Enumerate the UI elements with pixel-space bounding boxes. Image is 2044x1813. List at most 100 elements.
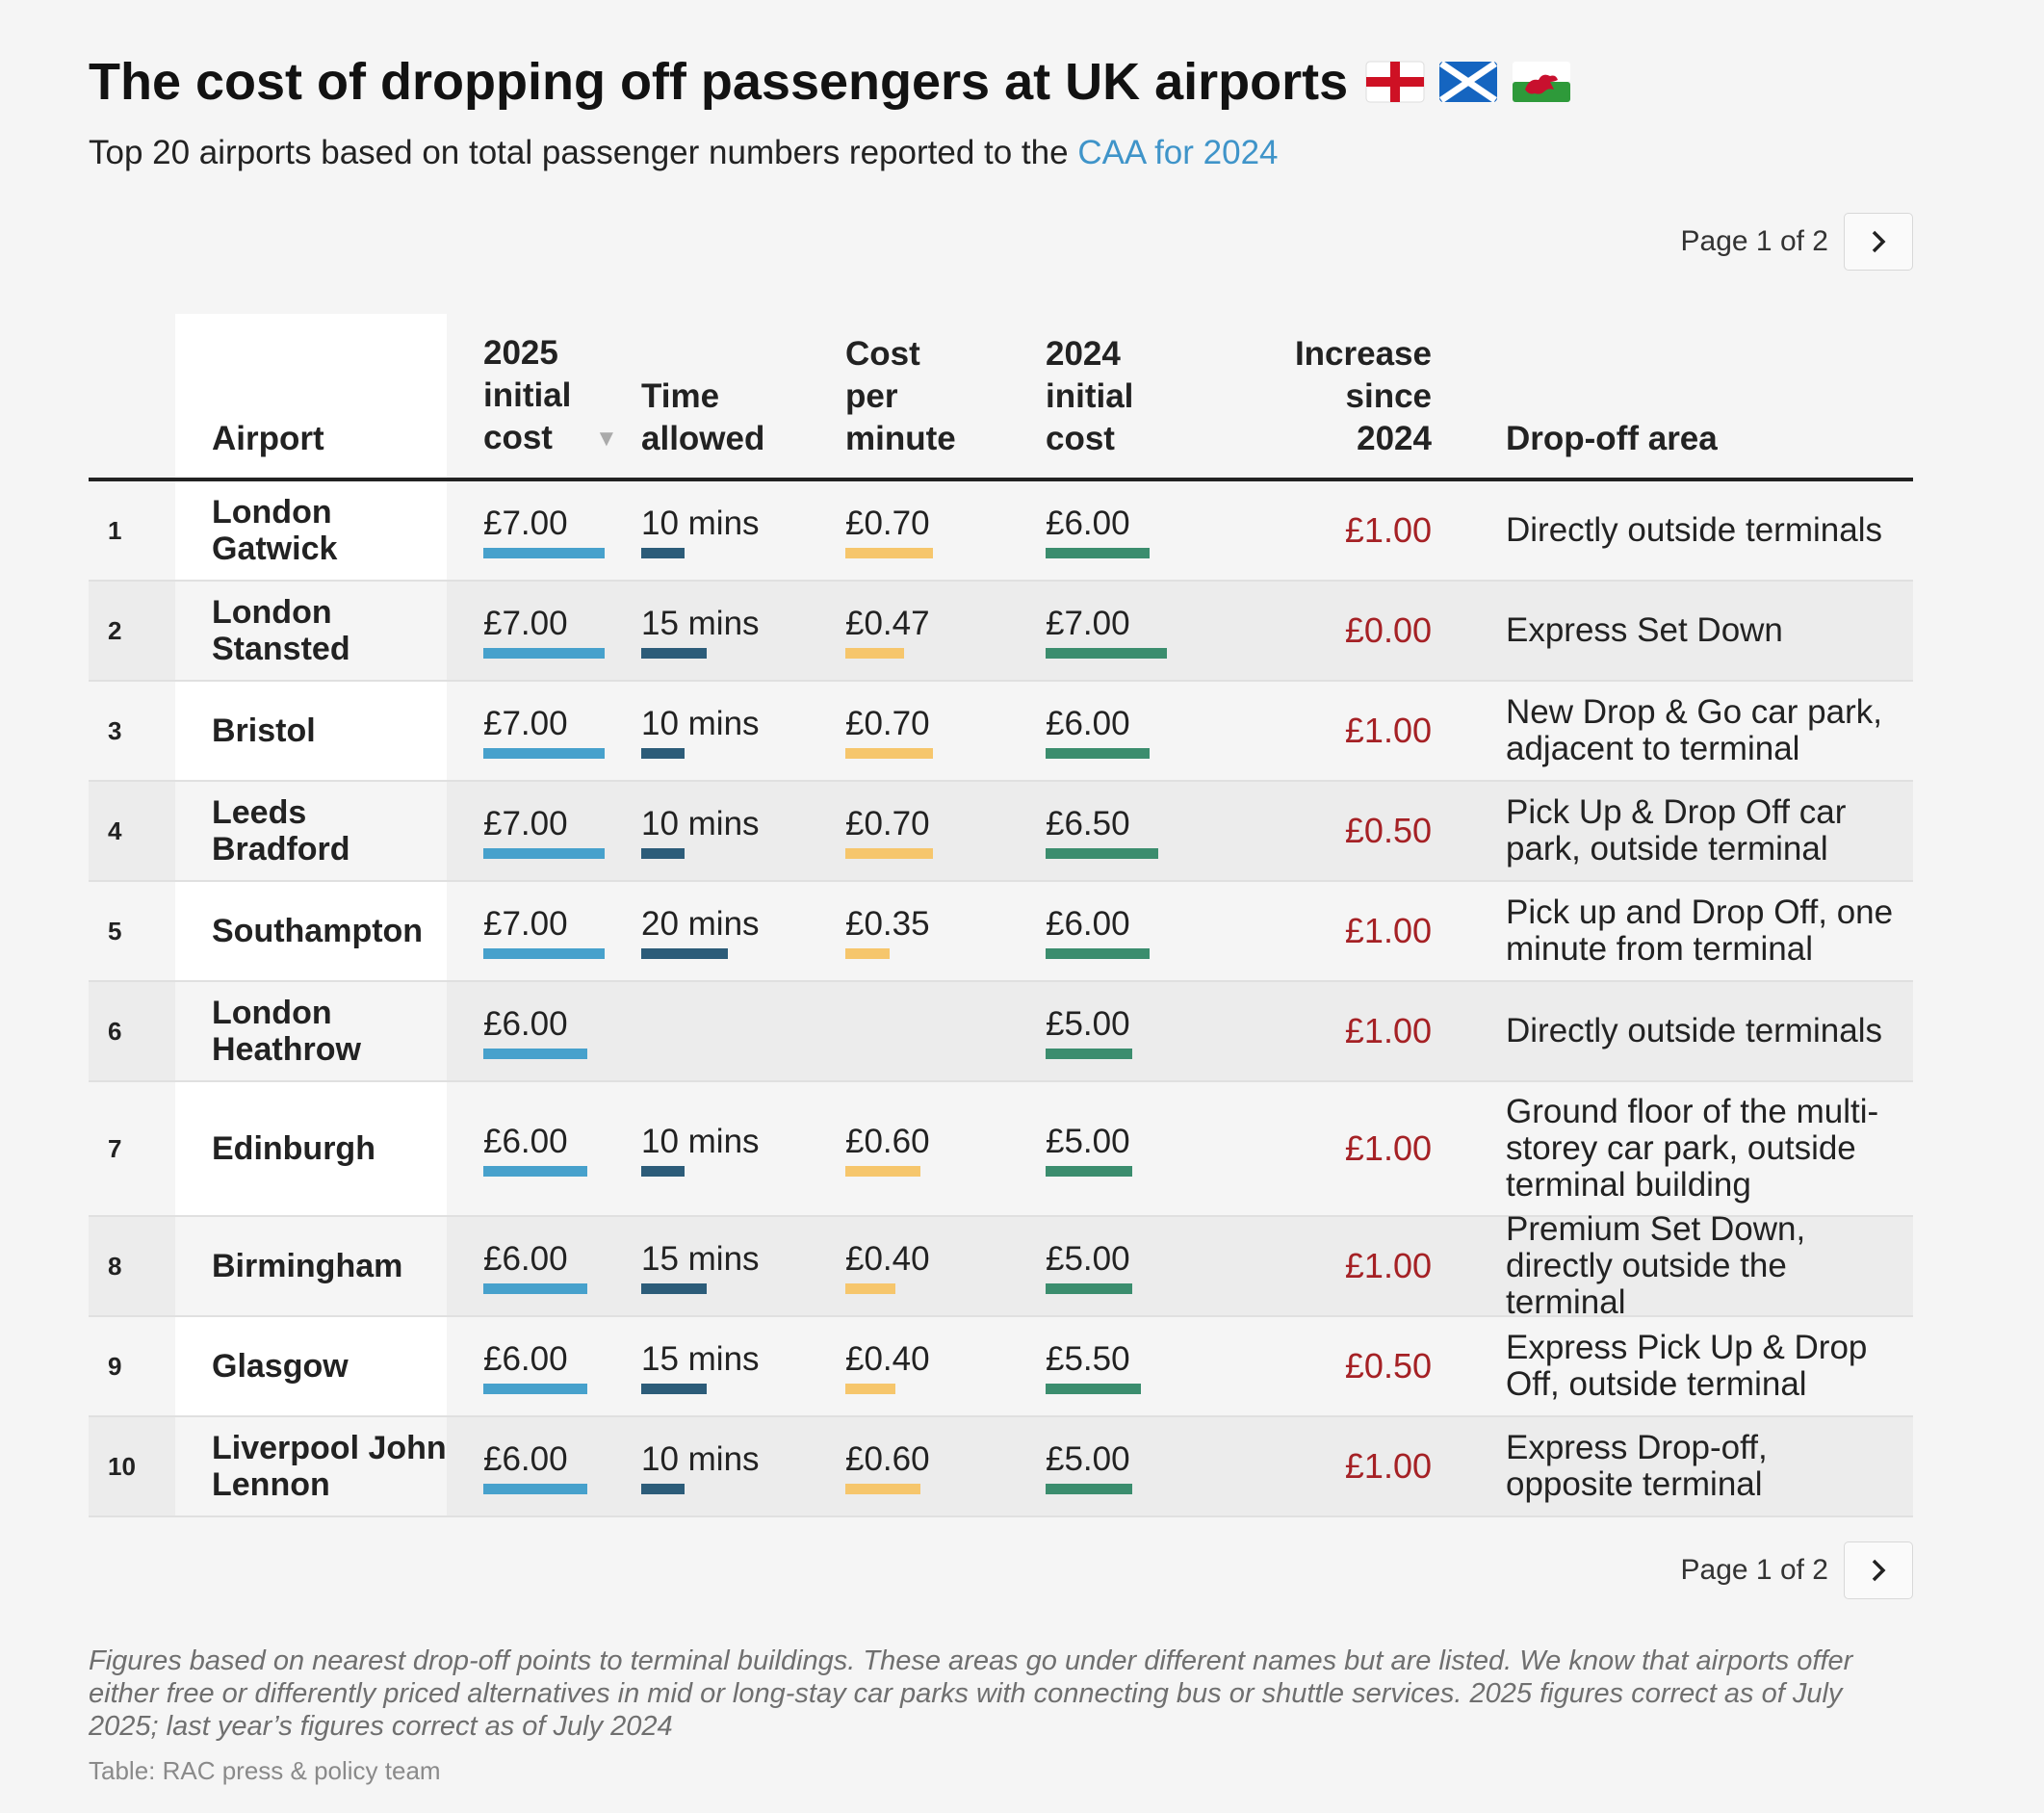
cost-2024-cell-value: £5.00 bbox=[1046, 1004, 1130, 1043]
increase-header-label: Increase since 2024 bbox=[1294, 335, 1432, 457]
flags-group bbox=[1365, 61, 1571, 103]
cost-2024-cell: £5.50 bbox=[1046, 1339, 1239, 1394]
time-allowed-cell: 15 mins bbox=[641, 604, 845, 659]
cost-2025-cell: £6.00 bbox=[447, 1004, 641, 1059]
cost-2024-cell: £5.00 bbox=[1046, 1239, 1239, 1294]
time-allowed-cell: 20 mins bbox=[641, 904, 845, 959]
cost-per-minute-cell: £0.70 bbox=[845, 704, 1046, 759]
dropoff-area-header-label: Drop-off area bbox=[1506, 420, 1718, 457]
cost-2025-bar bbox=[483, 1483, 587, 1494]
page-title: The cost of dropping off passengers at U… bbox=[89, 48, 1913, 116]
next-page-button[interactable] bbox=[1844, 213, 1913, 271]
cost-2024-cell: £7.00 bbox=[1046, 604, 1239, 659]
cost-2025-bar bbox=[483, 1048, 587, 1059]
cost-2025-header[interactable]: 2025 initial cost ▼ bbox=[447, 332, 641, 478]
scotland-flag bbox=[1439, 61, 1498, 103]
time-allowed-bar bbox=[641, 747, 685, 759]
time-allowed-cell: 10 mins bbox=[641, 804, 845, 859]
airport-name: London Stansted bbox=[175, 582, 447, 680]
cost-per-minute-header-label: Cost per minute bbox=[845, 335, 956, 457]
table-row: 3 Bristol £7.00 10 mins £0.70 £6.00 £1.00 New D… bbox=[89, 682, 1913, 782]
cost-2024-bar bbox=[1046, 747, 1150, 759]
wales-flag bbox=[1513, 62, 1571, 102]
table-widget: The cost of dropping off passengers at U… bbox=[89, 48, 1913, 1786]
chevron-right-icon bbox=[1872, 230, 1886, 253]
time-allowed-cell: 10 mins bbox=[641, 704, 845, 759]
time-allowed-cell-value: 10 mins bbox=[641, 704, 760, 742]
dropoff-area: Directly outside terminals bbox=[1506, 511, 1882, 549]
cost-2025-cell-value: £6.00 bbox=[483, 1004, 568, 1043]
airport-name: Glasgow bbox=[175, 1317, 447, 1415]
airport-name: Leeds Bradford bbox=[175, 782, 447, 880]
dropoff-area: Express Set Down bbox=[1506, 611, 1783, 649]
cost-2024-bar bbox=[1046, 1282, 1132, 1294]
table-row: 1 London Gatwick £7.00 10 mins £0.70 £6.00 £1.… bbox=[89, 481, 1913, 582]
cost-2025-bar bbox=[483, 847, 605, 859]
cost-per-minute-cell-value: £0.35 bbox=[845, 904, 930, 943]
time-allowed-cell-value: 15 mins bbox=[641, 1239, 760, 1278]
table-row: 6 London Heathrow £6.00 £5.00 £1.00 Directly … bbox=[89, 982, 1913, 1082]
cost-2024-cell: £6.00 bbox=[1046, 504, 1239, 558]
cost-2025-bar bbox=[483, 1383, 587, 1394]
time-allowed-cell: 10 mins bbox=[641, 504, 845, 558]
time-allowed-cell-value: 15 mins bbox=[641, 1339, 760, 1378]
cost-2024-bar bbox=[1046, 1048, 1132, 1059]
caa-link[interactable]: CAA for 2024 bbox=[1077, 134, 1279, 171]
time-allowed-bar bbox=[641, 847, 685, 859]
cost-per-minute-cell: £0.40 bbox=[845, 1239, 1046, 1294]
cost-per-minute-cell: £0.70 bbox=[845, 804, 1046, 859]
cost-2024-bar bbox=[1046, 847, 1158, 859]
cost-2025-cell: £7.00 bbox=[447, 804, 641, 859]
dropoff-area: Premium Set Down, directly outside the t… bbox=[1506, 1210, 1806, 1321]
page-indicator: Page 1 of 2 bbox=[1680, 1554, 1828, 1586]
cost-per-minute-cell-value: £0.60 bbox=[845, 1439, 930, 1478]
page-indicator: Page 1 of 2 bbox=[1680, 225, 1828, 257]
cost-per-minute-header[interactable]: Cost per minute bbox=[845, 333, 1046, 478]
row-rank: 1 bbox=[108, 515, 122, 545]
time-allowed-cell-value: 10 mins bbox=[641, 1439, 760, 1478]
cost-per-minute-bar bbox=[845, 1483, 920, 1494]
cost-2025-bar bbox=[483, 547, 605, 558]
cost-2024-cell: £6.00 bbox=[1046, 904, 1239, 959]
cost-per-minute-cell: £0.60 bbox=[845, 1122, 1046, 1177]
row-rank: 10 bbox=[108, 1451, 136, 1481]
time-allowed-bar bbox=[641, 647, 707, 659]
airports-table: Airport 2025 initial cost ▼ Time allowed … bbox=[89, 314, 1913, 1517]
row-rank: 6 bbox=[108, 1016, 122, 1046]
dropoff-area-header[interactable]: Drop-off area bbox=[1432, 418, 1913, 478]
increase-value: £1.00 bbox=[1344, 1128, 1432, 1168]
subtitle-text: Top 20 airports based on total passenger… bbox=[89, 134, 1078, 171]
cost-2024-header[interactable]: 2024 initial cost bbox=[1046, 333, 1239, 478]
cost-per-minute-bar bbox=[845, 1165, 920, 1177]
airport-name: Bristol bbox=[175, 682, 447, 780]
row-rank: 8 bbox=[108, 1251, 122, 1281]
time-allowed-cell-value: 10 mins bbox=[641, 1122, 760, 1160]
cost-2025-header-label: 2025 initial cost bbox=[483, 334, 572, 456]
increase-header[interactable]: Increase since 2024 bbox=[1239, 333, 1432, 478]
row-rank: 2 bbox=[108, 615, 122, 645]
cost-2025-cell: £6.00 bbox=[447, 1239, 641, 1294]
next-page-button[interactable] bbox=[1844, 1541, 1913, 1599]
cost-2024-cell-value: £5.50 bbox=[1046, 1339, 1130, 1378]
cost-2024-cell-value: £6.00 bbox=[1046, 904, 1130, 943]
cost-per-minute-bar bbox=[845, 747, 933, 759]
cost-2025-bar bbox=[483, 1165, 587, 1177]
row-rank: 9 bbox=[108, 1351, 122, 1381]
subtitle: Top 20 airports based on total passenger… bbox=[89, 131, 1913, 175]
cost-2025-bar bbox=[483, 647, 605, 659]
source-credit: Table: RAC press & policy team bbox=[89, 1756, 441, 1785]
time-allowed-cell-value: 10 mins bbox=[641, 504, 760, 542]
cost-per-minute-cell-value: £0.47 bbox=[845, 604, 930, 642]
cost-2024-bar bbox=[1046, 947, 1150, 959]
cost-2025-cell: £7.00 bbox=[447, 704, 641, 759]
table-row: 7 Edinburgh £6.00 10 mins £0.60 £5.00 £1.00 Gro… bbox=[89, 1082, 1913, 1217]
table-row: 8 Birmingham £6.00 15 mins £0.40 £5.00 £1.00 Pr… bbox=[89, 1211, 1913, 1321]
cost-2025-cell-value: £6.00 bbox=[483, 1339, 568, 1378]
cost-2024-cell: £5.00 bbox=[1046, 1122, 1239, 1177]
time-allowed-header[interactable]: Time allowed bbox=[641, 376, 845, 478]
cost-per-minute-cell: £0.60 bbox=[845, 1439, 1046, 1494]
table-body: 1 London Gatwick £7.00 10 mins £0.70 £6.00 £1.… bbox=[89, 481, 1913, 1517]
cost-per-minute-bar bbox=[845, 1383, 895, 1394]
cost-per-minute-cell: £0.35 bbox=[845, 904, 1046, 959]
airport-header[interactable]: Airport bbox=[175, 314, 447, 478]
